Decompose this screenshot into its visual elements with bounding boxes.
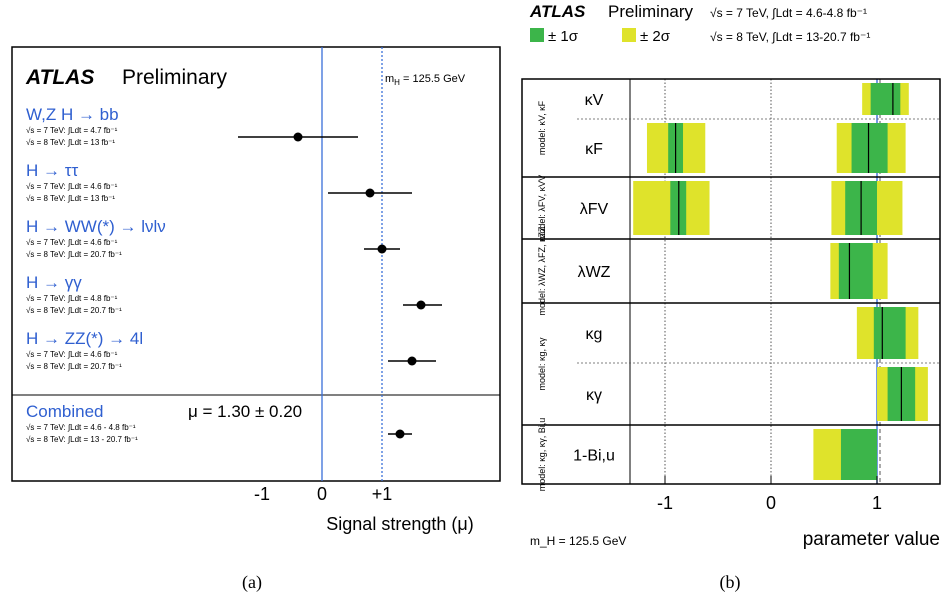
atlas-label-b: ATLAS [529, 2, 586, 21]
band-1sigma-6-0 [840, 429, 877, 480]
atlas-label: ATLAS [25, 66, 94, 89]
channel-point-3 [416, 300, 426, 310]
param-label-0: κV [585, 92, 604, 109]
param-label-5: κγ [586, 387, 602, 404]
channel-label-1: H → ττ [26, 161, 78, 180]
model-label-4: model: κg, κγ, Bi,u [537, 418, 547, 492]
x-axis-label: Signal strength (μ) [326, 514, 473, 534]
channel-point-1 [365, 188, 375, 198]
preliminary-label-b: Preliminary [608, 2, 694, 21]
panel-b: ATLAS Preliminary √s = 7 TeV, ∫Ldt = 4.6-4… [521, 2, 941, 593]
energy-7tev: √s = 7 TeV, ∫Ldt = 4.6-4.8 fb⁻¹ [710, 6, 867, 20]
legend-swatch-1 [622, 28, 636, 42]
channel-lumi7-2: √s = 7 TeV: ∫Ldt = 4.6 fb⁻¹ [26, 238, 118, 247]
band-1sigma-0-0 [870, 83, 901, 115]
channel-label-4: H → ZZ(*) → 4l [26, 329, 143, 348]
channel-lumi7-4: √s = 7 TeV: ∫Ldt = 4.6 fb⁻¹ [26, 350, 118, 359]
b-mass-note: m_H = 125.5 GeV [530, 534, 626, 548]
channel-lumi8-4: √s = 8 TeV: ∫Ldt = 20.7 fb⁻¹ [26, 362, 122, 371]
b-x-tick-label-0: -1 [657, 493, 673, 513]
caption-b: (b) [720, 572, 741, 593]
b-plot-frame [521, 78, 941, 485]
combined-value: μ = 1.30 ± 0.20 [188, 402, 302, 421]
energy-8tev: √s = 8 TeV, ∫Ldt = 13-20.7 fb⁻¹ [710, 30, 870, 44]
channel-lumi8-0: √s = 8 TeV: ∫Ldt = 13 fb⁻¹ [26, 138, 115, 147]
x-tick-label-1: 0 [317, 484, 327, 504]
panel-a: ATLAS Preliminary mH = 125.5 GeV W,Z H → bb… [11, 46, 501, 593]
caption-a: (a) [242, 572, 262, 593]
channel-label-3: H → γγ [26, 273, 82, 292]
model-label-1: model: λFV, κVV [537, 175, 547, 241]
legend-swatch-0 [530, 28, 544, 42]
channel-point-0 [293, 132, 303, 142]
channel-lumi7-3: √s = 7 TeV: ∫Ldt = 4.8 fb⁻¹ [26, 294, 118, 303]
model-label-2: model: λWZ, λFZ, κZZ [537, 226, 547, 316]
b-x-axis-label: parameter value [803, 529, 940, 550]
legend-label-1: ± 2σ [640, 28, 671, 45]
param-label-3: λWZ [578, 264, 611, 281]
plot-frame [11, 46, 501, 482]
b-x-tick-label-2: 1 [872, 493, 882, 513]
channel-point-2 [377, 244, 387, 254]
param-label-6: 1-Bi,u [573, 448, 615, 465]
param-label-4: κg [586, 326, 603, 343]
channel-lumi7-0: √s = 7 TeV: ∫Ldt = 4.7 fb⁻¹ [26, 126, 118, 135]
x-tick-label-0: -1 [254, 484, 270, 504]
preliminary-label: Preliminary [122, 66, 228, 89]
channel-point-4 [407, 356, 417, 366]
mass-label: mH = 125.5 GeV [385, 73, 466, 87]
channel-lumi7-1: √s = 7 TeV: ∫Ldt = 4.6 fb⁻¹ [26, 182, 118, 191]
combined-label: Combined [26, 402, 104, 421]
legend-label-0: ± 1σ [548, 28, 579, 45]
channel-label-2: H → WW(*) → lνlν [26, 217, 166, 236]
channel-lumi8-2: √s = 8 TeV: ∫Ldt = 20.7 fb⁻¹ [26, 250, 122, 259]
band-1sigma-4-0 [873, 307, 906, 359]
combined-point [395, 429, 405, 439]
b-x-tick-label-1: 0 [766, 493, 776, 513]
x-tick-label-2: +1 [372, 484, 393, 504]
param-label-2: λFV [580, 201, 609, 218]
combined-lumi8: √s = 8 TeV: ∫Ldt = 13 - 20.7 fb⁻¹ [26, 435, 138, 444]
combined-lumi7: √s = 7 TeV: ∫Ldt = 4.6 - 4.8 fb⁻¹ [26, 423, 136, 432]
band-1sigma-1-1 [851, 123, 888, 173]
channel-label-0: W,Z H → bb [26, 105, 119, 124]
model-label-0: model: κV, κF [537, 100, 547, 155]
band-1sigma-3-0 [838, 243, 873, 299]
channel-lumi8-1: √s = 8 TeV: ∫Ldt = 13 fb⁻¹ [26, 194, 115, 203]
param-label-1: κF [585, 141, 603, 158]
channel-lumi8-3: √s = 8 TeV: ∫Ldt = 20.7 fb⁻¹ [26, 306, 122, 315]
model-label-3: model: κg, κγ [537, 337, 547, 391]
